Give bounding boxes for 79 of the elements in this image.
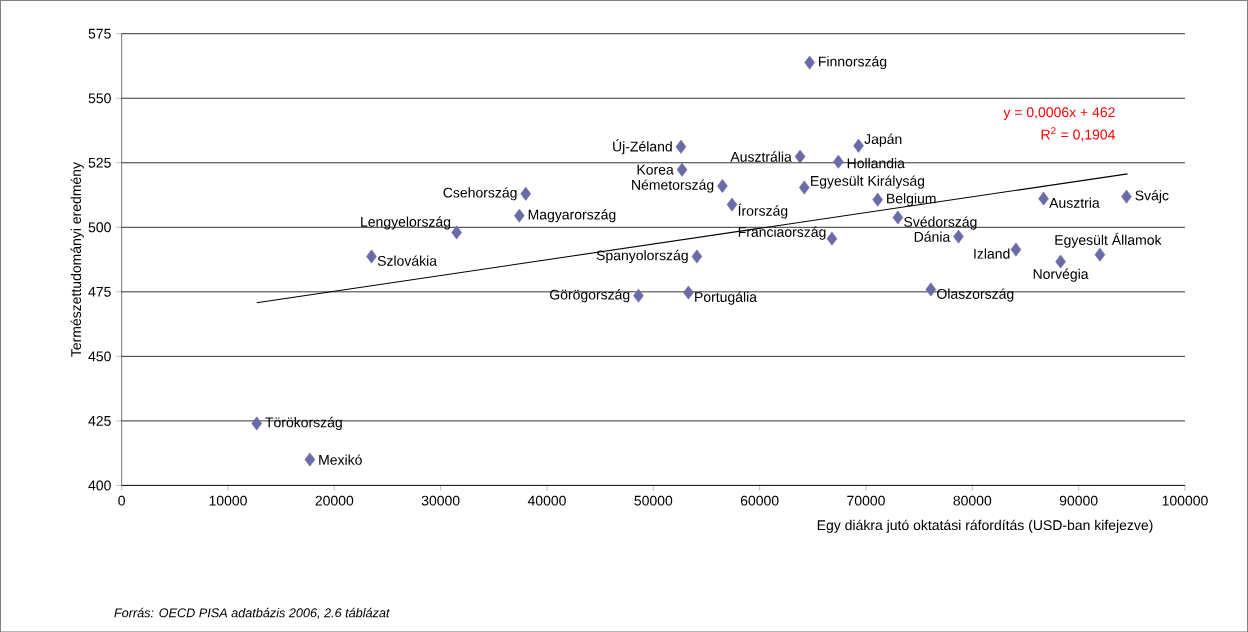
annotation: Finnország — [819, 55, 887, 70]
annotation: Görögország — [550, 288, 630, 303]
point — [833, 154, 844, 169]
x-tick-label: 50000 — [634, 495, 673, 506]
point — [726, 197, 738, 212]
annotation: Norvégia — [1033, 268, 1089, 282]
y-tick-label: 500 — [88, 222, 111, 233]
annotation: Új-Zéland — [613, 139, 672, 155]
annotation: Svédország — [904, 216, 977, 230]
y-tick-label: 525 — [88, 157, 111, 168]
y-tick-label: 450 — [88, 351, 111, 362]
point — [853, 138, 864, 153]
x-tick-label: 20000 — [315, 495, 354, 506]
x-tick-label: 30000 — [421, 495, 460, 506]
point — [925, 282, 937, 297]
y-tick-label: 475 — [88, 286, 111, 297]
annotation: Németország — [632, 179, 714, 193]
point — [1094, 247, 1106, 262]
annotation: Csehország — [443, 186, 517, 201]
y-tick-label: 425 — [88, 415, 111, 426]
point — [366, 249, 377, 264]
point — [794, 149, 806, 164]
x-tick-label: 10000 — [209, 495, 247, 506]
annotation: Ausztria — [1049, 197, 1100, 208]
point — [717, 178, 728, 193]
annotation: Dánia — [914, 231, 951, 242]
point — [1010, 242, 1022, 257]
y-tick-label: 550 — [88, 93, 111, 104]
point — [1038, 191, 1049, 206]
point — [892, 210, 904, 225]
x-tick-label: 100000 — [1162, 495, 1208, 506]
point — [691, 249, 703, 264]
annotation: Belgium — [887, 192, 936, 207]
point — [304, 452, 316, 467]
point — [799, 180, 810, 195]
annotation: Izland — [974, 248, 1010, 259]
annotation: R$^{2}$ = 0,1904 — [1041, 127, 1115, 141]
x-tick-label: 60000 — [740, 495, 779, 506]
annotation: Írország — [738, 203, 788, 219]
point — [675, 139, 687, 154]
annotation: Magyarország — [528, 208, 616, 223]
annotation: Svájc — [1135, 189, 1169, 203]
x-tick-label: 40000 — [527, 495, 566, 506]
y-tick-label: 400 — [88, 480, 111, 491]
annotation: Lengyelország — [361, 216, 451, 230]
x-axis-title: Egy diákra jutó oktatási ráfordítás (USD-ban kifejezve) — [817, 519, 1153, 533]
point — [633, 288, 644, 303]
y-tick-label: 575 — [88, 28, 111, 39]
x-tick-label: 90000 — [1059, 495, 1098, 506]
annotation: Franciaország — [738, 226, 826, 240]
point — [953, 229, 964, 244]
annotation: Mexikó — [319, 454, 362, 465]
annotation: Japán — [864, 133, 902, 147]
annotation: Szlovákia — [377, 255, 437, 266]
point — [1121, 189, 1132, 204]
point — [251, 416, 262, 431]
point — [451, 225, 462, 240]
x-tick-label: 70000 — [847, 495, 885, 506]
point — [804, 55, 815, 70]
x-tick-label: 0 — [118, 495, 125, 506]
point — [683, 285, 694, 300]
point — [872, 192, 883, 207]
annotation: Korea — [637, 164, 674, 175]
point — [514, 208, 525, 223]
y-axis-title: Természettudományi eredmény — [70, 161, 84, 357]
point — [676, 162, 688, 177]
point — [520, 186, 531, 201]
x-tick-label: 80000 — [953, 495, 992, 506]
annotation: y = 0,0006x + 462 — [1003, 107, 1115, 120]
annotation: Portugália — [695, 291, 757, 305]
point — [1055, 254, 1066, 269]
point — [826, 231, 838, 246]
annotation: Spanyolország — [596, 249, 688, 263]
annotation: Ausztrália — [730, 151, 792, 162]
annotation: Törökország — [265, 416, 342, 430]
annotation: Egyesült Királyság — [811, 175, 925, 189]
annotation: Egyesült Államok — [1055, 232, 1162, 248]
text: Forrás: OECD PISA adatbázis 2006, 2.6 táblázat — [114, 607, 390, 619]
annotation: Olaszország — [937, 288, 1014, 302]
